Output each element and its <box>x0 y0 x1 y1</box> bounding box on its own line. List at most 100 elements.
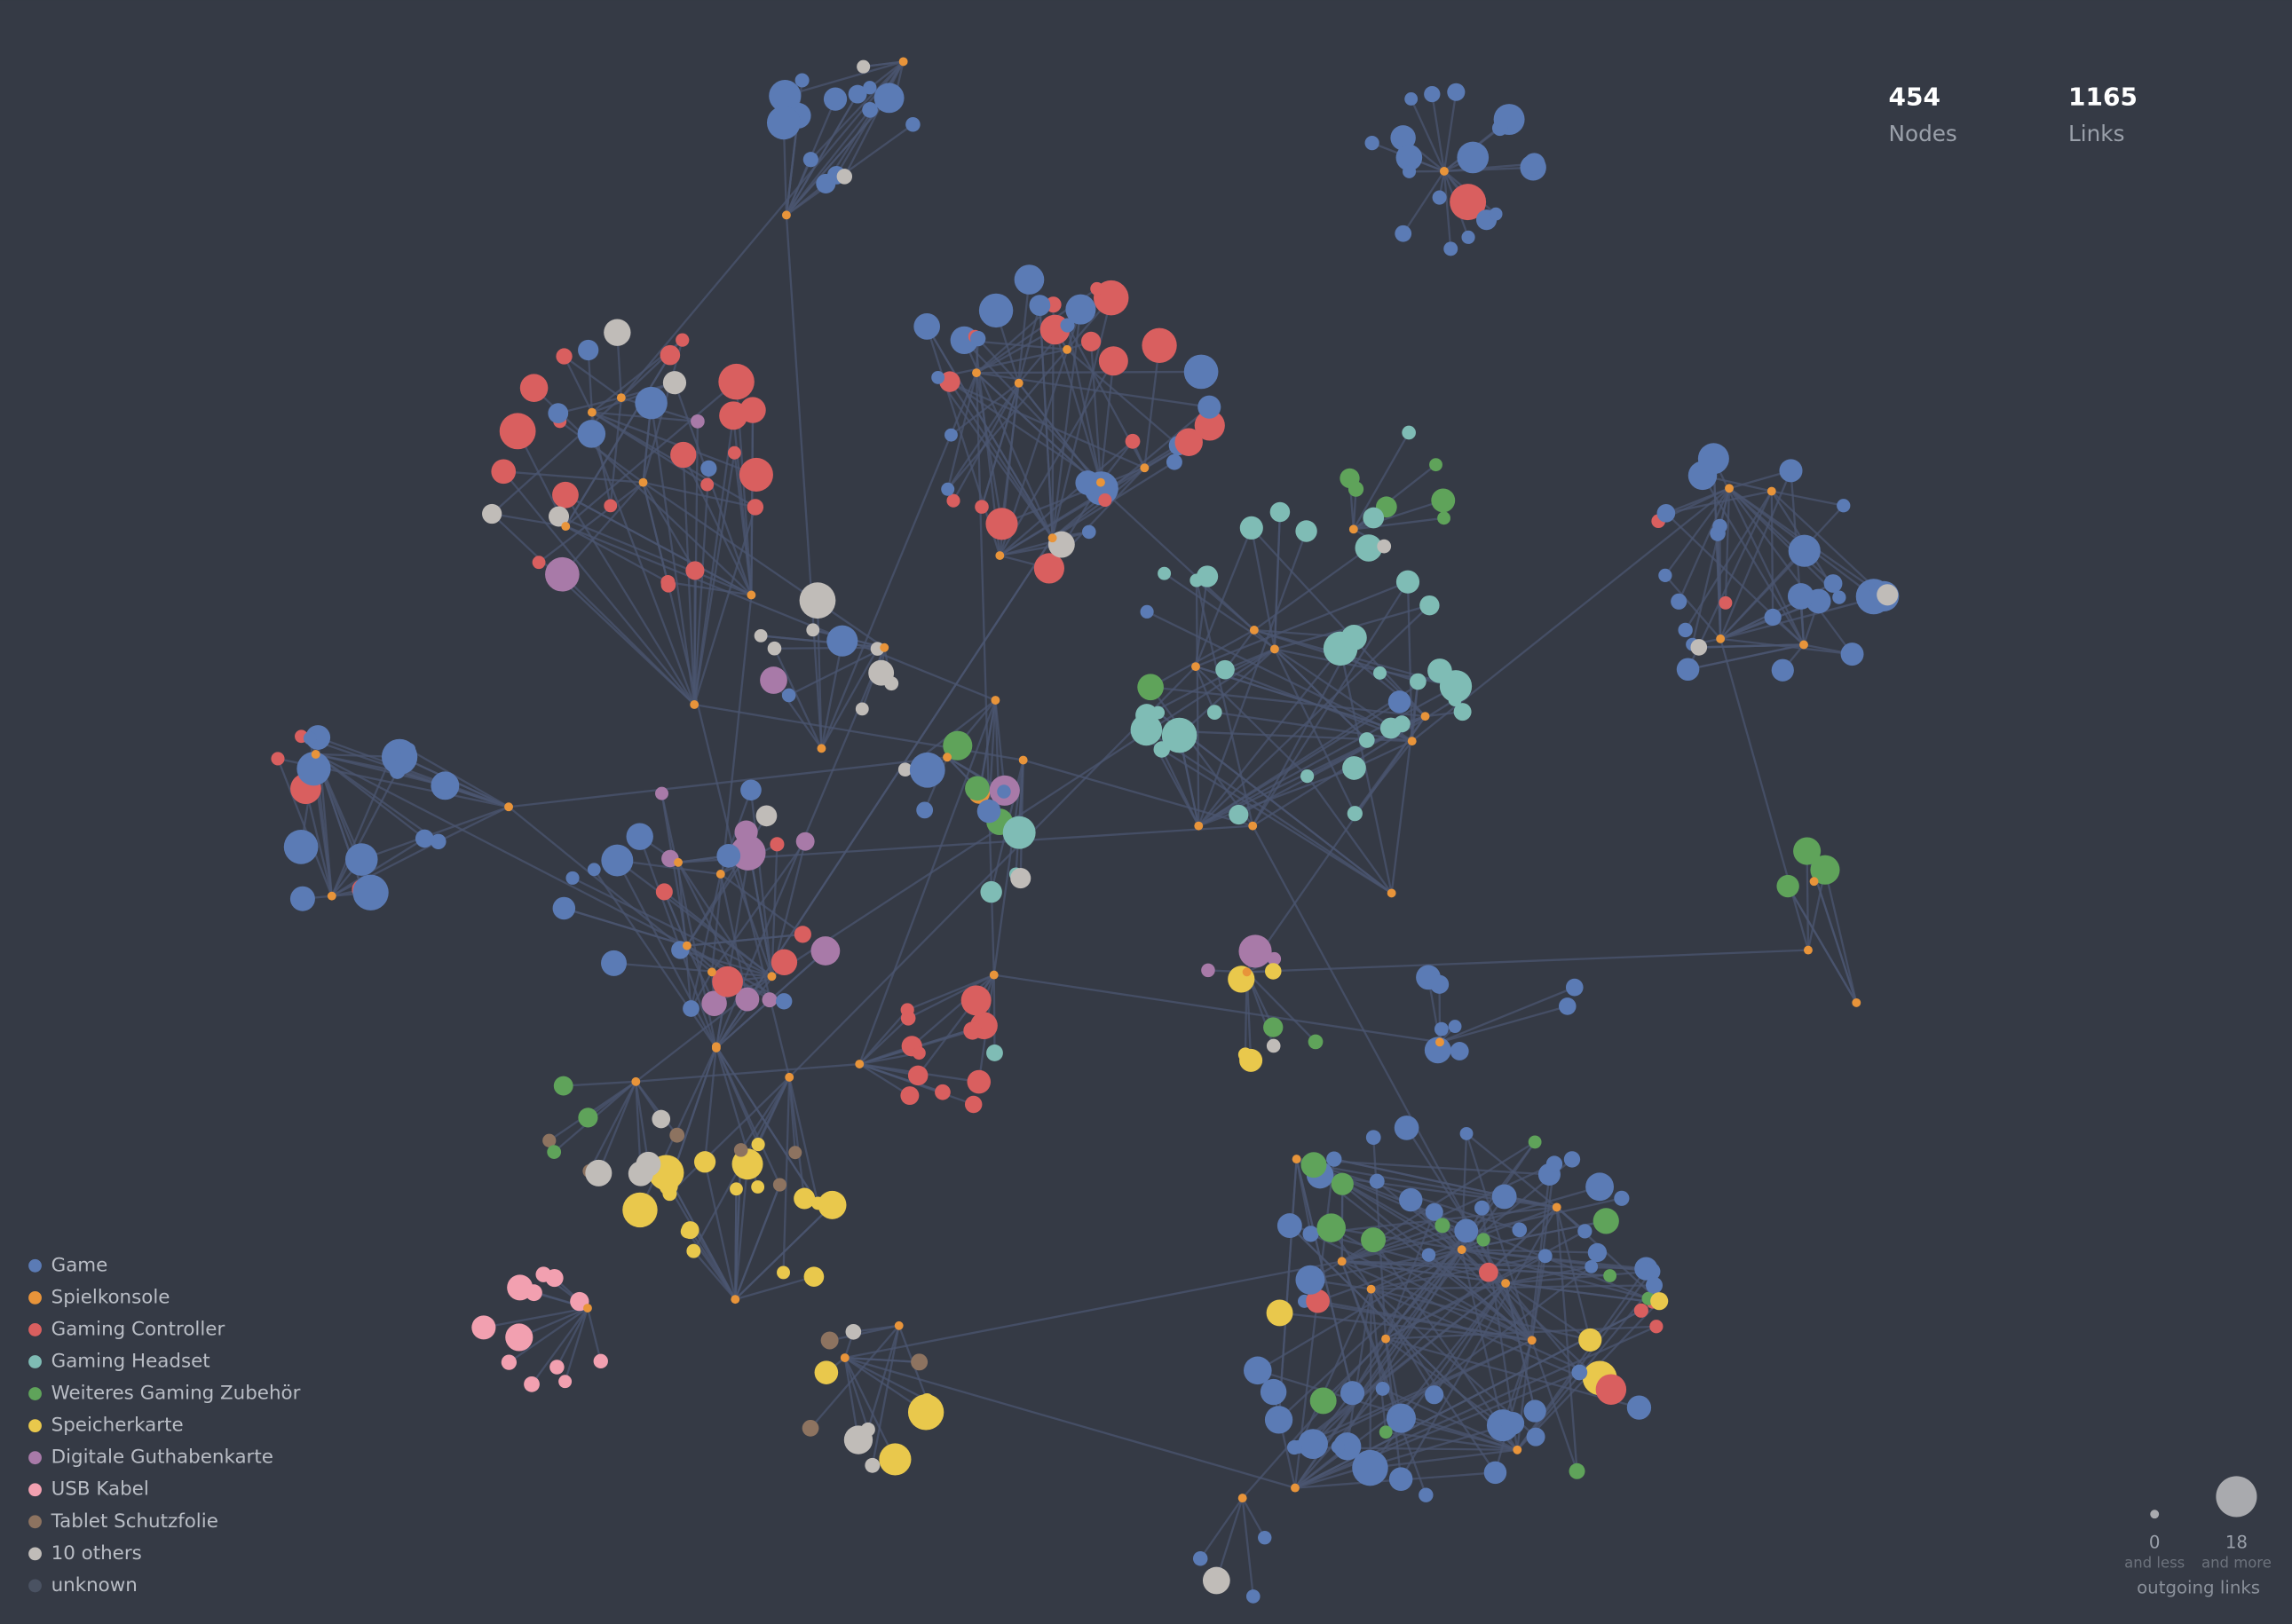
hub-node[interactable] <box>943 753 952 762</box>
graph-node[interactable] <box>967 1069 992 1094</box>
graph-node[interactable] <box>865 1457 881 1473</box>
graph-node[interactable] <box>670 441 697 469</box>
graph-node[interactable] <box>1065 294 1096 325</box>
graph-node[interactable] <box>1626 1395 1652 1420</box>
legend-item[interactable]: Tablet Schutzfolie <box>28 1510 218 1533</box>
graph-node[interactable] <box>1386 1403 1416 1433</box>
graph-node[interactable] <box>1082 524 1096 540</box>
graph-node[interactable] <box>795 832 815 851</box>
legend-item[interactable]: Spielkonsole <box>28 1286 170 1308</box>
graph-node[interactable] <box>775 993 793 1010</box>
graph-node[interactable] <box>1559 997 1577 1015</box>
graph-node[interactable] <box>558 1375 573 1389</box>
graph-node[interactable] <box>985 508 1018 540</box>
graph-node[interactable] <box>1239 516 1263 540</box>
graph-node[interactable] <box>1375 1382 1390 1396</box>
graph-node[interactable] <box>1075 470 1101 495</box>
legend-item[interactable]: USB Kabel <box>28 1478 149 1501</box>
graph-node[interactable] <box>1641 1262 1661 1281</box>
graph-node[interactable] <box>507 1274 533 1301</box>
graph-node[interactable] <box>1603 1269 1617 1282</box>
graph-node[interactable] <box>1840 643 1864 666</box>
graph-node[interactable] <box>1587 1242 1608 1263</box>
graph-node[interactable] <box>810 1196 825 1210</box>
hub-node[interactable] <box>1242 967 1252 977</box>
graph-node[interactable] <box>1266 1299 1293 1327</box>
hub-node[interactable] <box>1799 640 1808 650</box>
graph-node[interactable] <box>818 1190 847 1219</box>
hub-node[interactable] <box>1047 533 1057 543</box>
graph-node[interactable] <box>1776 874 1799 898</box>
graph-node[interactable] <box>635 386 668 420</box>
graph-node[interactable] <box>1501 1411 1525 1435</box>
graph-node[interactable] <box>1419 1487 1434 1502</box>
graph-node[interactable] <box>1090 281 1104 296</box>
hub-node[interactable] <box>781 210 791 220</box>
graph-node[interactable] <box>1771 658 1794 682</box>
legend-item[interactable]: 10 others <box>28 1542 142 1565</box>
graph-node[interactable] <box>1450 1042 1469 1060</box>
graph-node[interactable] <box>1276 1213 1302 1239</box>
graph-node[interactable] <box>1298 1429 1328 1459</box>
graph-node[interactable] <box>1810 855 1840 885</box>
graph-node[interactable] <box>755 805 778 827</box>
graph-node[interactable] <box>794 1187 816 1210</box>
graph-node[interactable] <box>700 460 717 477</box>
graph-node[interactable] <box>1395 570 1420 594</box>
graph-node[interactable] <box>1633 1303 1648 1318</box>
graph-node[interactable] <box>565 871 580 885</box>
graph-node[interactable] <box>548 403 569 424</box>
graph-node[interactable] <box>1363 507 1385 529</box>
graph-node[interactable] <box>712 966 744 997</box>
hub-node[interactable] <box>638 477 648 487</box>
graph-node[interactable] <box>1649 1320 1664 1334</box>
graph-node[interactable] <box>1142 327 1177 363</box>
graph-node[interactable] <box>505 1323 533 1352</box>
graph-node[interactable] <box>997 784 1011 799</box>
graph-node[interactable] <box>913 313 941 340</box>
graph-node[interactable] <box>794 73 810 88</box>
graph-node[interactable] <box>1135 704 1158 727</box>
graph-node[interactable] <box>788 1146 802 1160</box>
graph-node[interactable] <box>1690 639 1708 656</box>
graph-node[interactable] <box>733 1143 748 1157</box>
graph-node[interactable] <box>1788 534 1821 567</box>
hub-node[interactable] <box>1435 1037 1444 1047</box>
graph-node[interactable] <box>794 926 811 943</box>
graph-node[interactable] <box>1578 1328 1602 1352</box>
graph-node[interactable] <box>1302 1226 1319 1242</box>
graph-node[interactable] <box>905 116 921 132</box>
hub-node[interactable] <box>855 1060 865 1068</box>
hub-node[interactable] <box>1852 997 1861 1007</box>
graph-node[interactable] <box>1491 1184 1517 1210</box>
graph-node[interactable] <box>1197 395 1221 419</box>
graph-node[interactable] <box>1060 318 1075 333</box>
graph-node[interactable] <box>1676 658 1700 682</box>
graph-node[interactable] <box>1140 604 1154 619</box>
graph-node[interactable] <box>1269 501 1291 523</box>
graph-node[interactable] <box>683 1000 699 1017</box>
graph-node[interactable] <box>762 992 778 1008</box>
graph-node[interactable] <box>1379 1425 1393 1439</box>
graph-node[interactable] <box>806 623 820 637</box>
hub-node[interactable] <box>711 1042 721 1052</box>
hub-node[interactable] <box>785 1072 794 1082</box>
graph-node[interactable] <box>499 413 536 450</box>
graph-node[interactable] <box>868 659 895 686</box>
graph-node[interactable] <box>1479 1262 1498 1282</box>
graph-node[interactable] <box>803 1266 825 1287</box>
graph-node[interactable] <box>1457 141 1490 174</box>
graph-node[interactable] <box>860 1422 875 1437</box>
graph-node[interactable] <box>747 499 764 516</box>
graph-node[interactable] <box>1352 1449 1388 1486</box>
graph-node[interactable] <box>431 771 460 800</box>
graph-node[interactable] <box>1410 673 1427 690</box>
graph-node[interactable] <box>1014 264 1045 295</box>
graph-node[interactable] <box>1395 225 1412 242</box>
graph-node[interactable] <box>1347 806 1363 822</box>
graph-node[interactable] <box>1238 934 1272 968</box>
graph-node[interactable] <box>1098 493 1112 508</box>
graph-node[interactable] <box>1671 593 1687 610</box>
graph-node[interactable] <box>1443 241 1458 256</box>
graph-node[interactable] <box>578 339 599 361</box>
